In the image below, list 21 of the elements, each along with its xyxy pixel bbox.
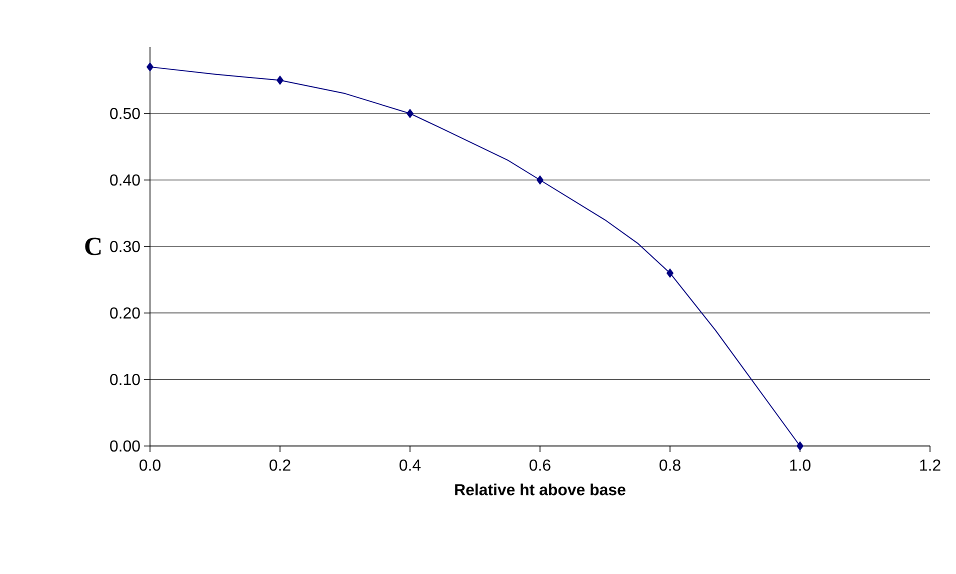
point xyxy=(276,76,284,85)
x-axis-title: Relative ht above base xyxy=(455,484,626,496)
x-tick-label: 0.2 xyxy=(270,460,290,471)
x-tick-label: 0.6 xyxy=(530,460,550,471)
point xyxy=(666,268,674,278)
x-tick-label: 1.2 xyxy=(920,460,940,471)
y-tick-label: 0.50 xyxy=(110,108,140,120)
point xyxy=(406,108,414,118)
point xyxy=(146,62,154,72)
x-tick-label: 0.4 xyxy=(400,460,421,471)
x-tick-label: 1.0 xyxy=(790,460,810,471)
y-tick-label: 0.40 xyxy=(110,174,140,186)
point xyxy=(796,441,804,451)
x-tick-label: 0.8 xyxy=(660,460,680,471)
x-tick-label: 0.0 xyxy=(140,460,160,471)
point xyxy=(536,175,544,185)
y-axis-title: C xyxy=(85,238,101,256)
y-tick-label: 0.00 xyxy=(110,440,140,452)
y-tick-label: 0.10 xyxy=(110,374,140,386)
y-tick-label: 0.20 xyxy=(110,307,140,319)
y-tick-label: 0.30 xyxy=(110,240,140,252)
